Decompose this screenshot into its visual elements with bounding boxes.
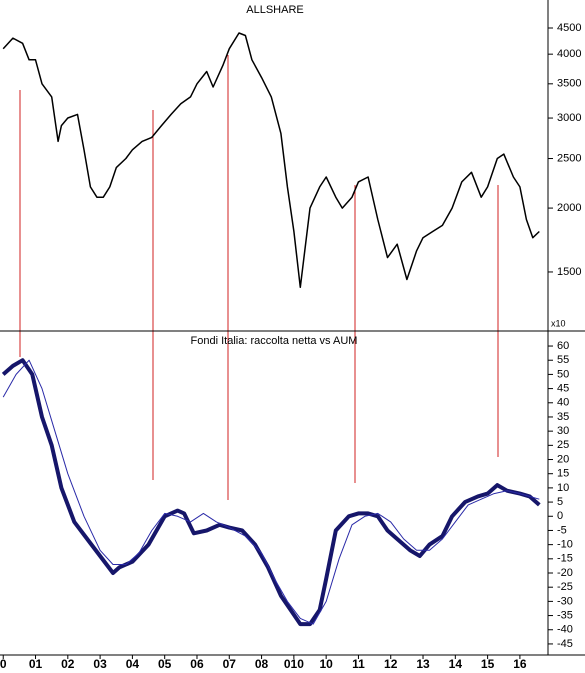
y-tick-label: 40 [557,397,569,409]
y-tick-label: 45 [557,382,569,394]
y-tick-label: -15 [557,553,573,565]
data-line [2,32,540,289]
data-line [2,359,540,625]
chart-title: ALLSHARE [246,4,303,16]
x-tick-label: 01 [29,657,43,671]
y-tick-label: 3000 [557,112,581,124]
y-tick-label: 2500 [557,152,581,164]
y-tick-label: 0 [557,510,563,522]
x-tick-label: 12 [384,657,398,671]
data-line [1,358,541,627]
y-tick-label: 60 [557,340,569,352]
y-tick-label: 55 [557,354,569,366]
x-tick-label: 15 [481,657,495,671]
x-tick-label: 13 [416,657,430,671]
y-tick-label: 4500 [557,22,581,34]
y-tick-label: -10 [557,539,573,551]
y-tick-label: 50 [557,368,569,380]
x-tick-label: 07 [223,657,237,671]
x-tick-label: 05 [158,657,172,671]
y-tick-label: -40 [557,624,573,636]
y-tick-label: 30 [557,425,569,437]
x-tick-label: 16 [513,657,527,671]
x-tick-label: 02 [61,657,75,671]
y-tick-label: 5 [557,496,563,508]
y-tick-label: -30 [557,595,573,607]
y-tick-label: -45 [557,638,573,650]
y-tick-label: 1500 [557,266,581,278]
y-tick-label: -20 [557,567,573,579]
y-tick-label: 35 [557,411,569,423]
y-tick-label: 3500 [557,78,581,90]
y-tick-label: -35 [557,609,573,621]
x-tick-label: 04 [126,657,140,671]
y-tick-label: -5 [557,524,567,536]
annotation-lines [19,55,499,500]
y-tick-label: 2000 [557,202,581,214]
x-tick-label: 010 [284,657,304,671]
y-tick-label: 4000 [557,48,581,60]
x-tick-label: 06 [190,657,204,671]
chart-title: Fondi Italia: raccolta netta vs AUM [191,335,358,347]
x-tick-label: 08 [255,657,269,671]
y-tick-label: -25 [557,581,573,593]
unit-label: x10 [551,318,566,328]
y-tick-label: 20 [557,453,569,465]
x-tick-label: 11 [352,657,365,671]
x-tick-label: 14 [449,657,463,671]
x-tick-label: 03 [93,657,107,671]
y-tick-label: 10 [557,482,569,494]
y-tick-label: 15 [557,468,569,480]
x-tick-label: 0 [0,657,7,671]
x-tick-label: 10 [319,657,333,671]
y-tick-label: 25 [557,439,569,451]
